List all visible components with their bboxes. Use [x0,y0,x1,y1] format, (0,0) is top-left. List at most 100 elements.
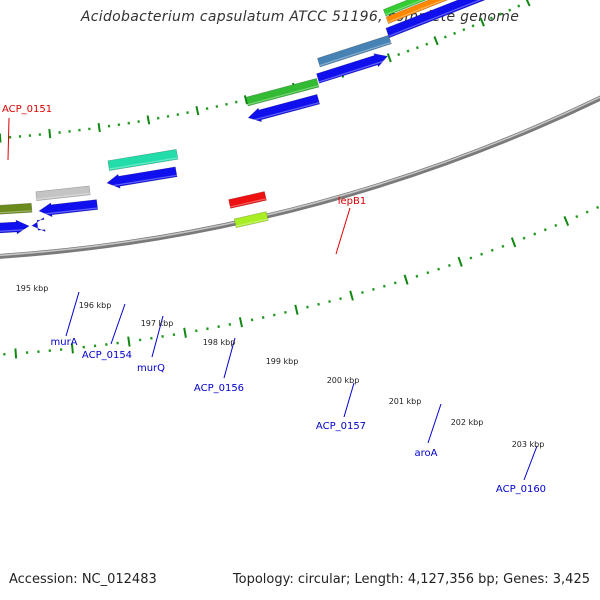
tick-mark [48,129,52,139]
gene-label: ACP_0160 [496,484,546,495]
tick-dot [234,100,238,104]
gene-label: lepB1 [338,196,367,207]
tick-dot [215,105,219,108]
callout-line [427,403,442,444]
gene-label: ACP_0151 [2,104,52,115]
tick-dot [206,327,209,331]
tick-mark [479,17,485,27]
steelblue-box [317,34,392,68]
tick-dot [393,281,397,285]
green-box [245,78,320,107]
tick-mark [243,95,248,105]
tick-dot [585,210,589,214]
olive-box [0,202,33,215]
tick-dot [426,271,430,275]
tick-dot [447,263,451,268]
tick-mark [14,348,18,359]
blue-arrow [385,0,492,39]
callout-line [65,291,80,337]
tick-dot [469,256,473,260]
outer-tick-track [3,205,600,359]
tick-dot [261,315,265,319]
green-box [383,0,427,17]
tick-mark [146,115,151,125]
callout-line [223,337,236,379]
tick-dot [501,244,505,248]
tick-dot [575,214,579,219]
tick-mark [386,53,392,63]
tick-dot [480,252,484,256]
mint-box [107,149,179,171]
backbone-line [0,95,600,259]
tick-dot [471,24,475,28]
tick-dot [498,12,503,16]
tick-dot [228,322,232,326]
tick-mark [195,105,200,116]
tick-dot [517,4,521,8]
tick-dot [489,16,493,20]
kbp-label: 199 kbp [266,357,299,366]
tick-mark [294,304,299,315]
tick-dot [596,205,600,210]
tick-dot [250,318,254,322]
callout-line [343,382,355,418]
tick-dot [397,52,401,57]
tick-dot [225,102,228,106]
tick-mark [183,327,187,338]
blue-arrow [31,217,46,232]
gene-label: aroA [415,448,438,459]
red-box [228,191,267,209]
tick-dot [272,313,276,317]
callout-line [110,303,126,345]
silver-box [35,185,91,202]
gene-label: ACP_0156 [194,383,244,394]
gene-features [0,0,492,235]
gene-label: ACP_0154 [82,350,132,361]
tick-mark [457,256,463,267]
blue-arrow [38,199,99,218]
blue-arrow [106,166,178,189]
kbp-label: 201 kbp [389,397,422,406]
tick-mark [97,122,101,133]
tick-dot [284,310,287,314]
tick-dot [543,228,547,232]
tick-dot [317,302,320,306]
tick-dot [406,49,410,53]
kbp-label: 203 kbp [512,440,545,449]
genome-backbone [0,95,600,259]
kbp-label: 195 kbp [16,284,49,293]
tick-dot [372,287,375,291]
tick-mark [525,0,531,7]
blue-arrow [247,94,321,123]
orange-box [385,0,449,24]
tick-dot [522,236,526,240]
gene-label: murQ [137,363,165,374]
callout-line [523,445,538,481]
tick-dot [554,223,558,228]
tick-mark [238,317,243,328]
tick-dot [205,107,209,111]
tick-dot [533,232,537,236]
gene-callouts: ACP_0151 lepB1 murA ACP_0154 murQ ACP_0156 ACP… [2,104,546,495]
backbone-highlight [0,96,600,256]
gene-label: ACP_0157 [316,421,366,432]
inner-tick-track [0,0,531,143]
tick-mark [127,336,131,347]
tick-mark [403,274,409,285]
gene-label: murA [50,337,77,348]
kbp-label: 197 kbp [141,319,174,328]
tick-dot [453,31,457,36]
blue-arrow [316,53,389,84]
tick-dot [186,111,189,115]
topology-summary: Topology: circular; Length: 4,127,356 bp… [232,572,590,587]
tick-dot [437,267,441,271]
tick-dot [462,28,466,32]
tick-dot [490,248,494,252]
tick-mark [349,290,354,301]
kbp-scale-labels: 195 kbp 196 kbp 197 kbp 198 kbp 199 kbp 200 k… [16,284,545,449]
tick-dot [361,291,364,294]
tick-mark [510,237,517,248]
tick-dot [508,8,512,12]
tick-dot [339,297,342,301]
